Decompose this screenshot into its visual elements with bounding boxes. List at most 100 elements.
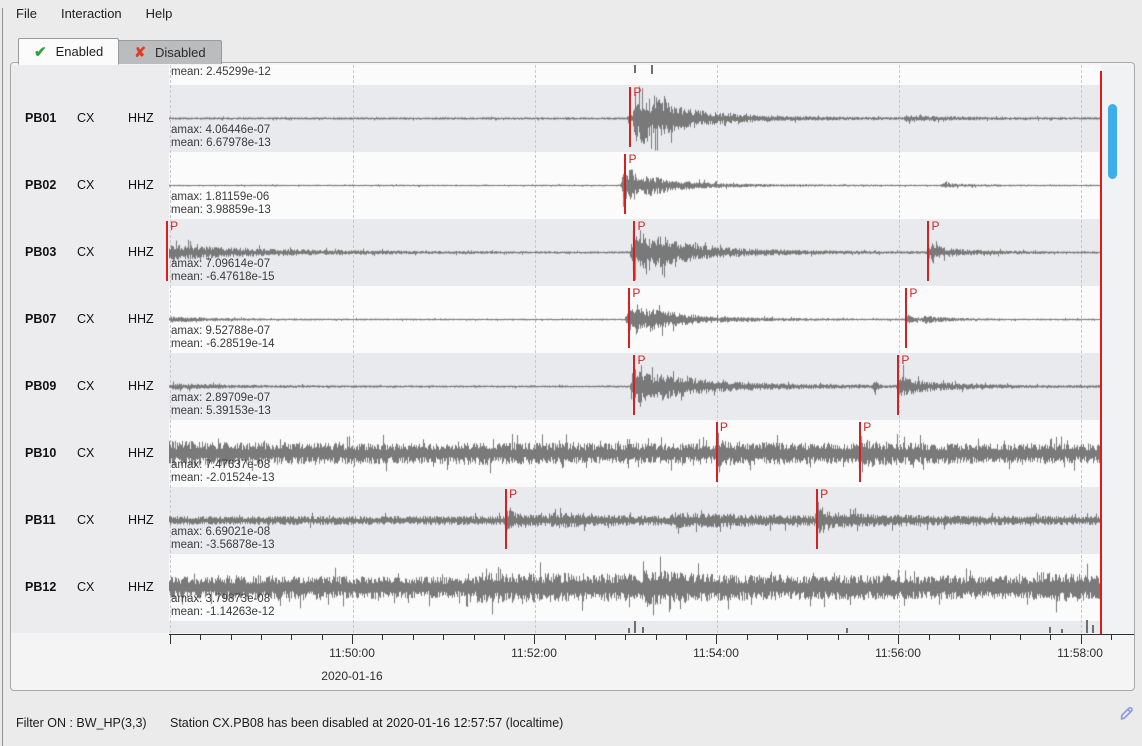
p-marker[interactable]: P: [905, 286, 919, 350]
trace-viewer-panel[interactable]: PB01 CX HHZ amax: 4.06446e-07 mean: 6.67978e…: [10, 62, 1135, 691]
tab-disabled[interactable]: ✘ Disabled: [119, 40, 222, 64]
trace-row[interactable]: PB03 CX HHZ amax: 7.09614e-07 mean: -6.47618…: [11, 219, 1101, 286]
menu-item-interaction[interactable]: Interaction: [60, 5, 122, 21]
station-label: PB07: [25, 312, 57, 326]
time-axis-line: [169, 634, 1134, 635]
p-marker-line: [897, 355, 900, 415]
frame-border: [2, 8, 3, 746]
axis-tick: [170, 635, 171, 644]
p-marker[interactable]: P: [859, 420, 873, 484]
tab-disabled-label: Disabled: [155, 45, 206, 60]
p-marker-line: [505, 489, 508, 549]
amax-label: amax: 7.09614e-07: [171, 258, 271, 270]
trace-row[interactable]: PB10 CX HHZ amax: 7.47637e-08 mean: -2.01524…: [11, 420, 1101, 487]
trace-row[interactable]: PB02 CX HHZ amax: 1.81159e-06 mean: 3.98859e…: [11, 152, 1101, 219]
axis-tick-label: 11:58:00: [1057, 646, 1103, 660]
partial-waveform-fragment: [1061, 629, 1063, 633]
axis-tick: [746, 635, 748, 640]
scrollbar-thumb[interactable]: [1108, 104, 1117, 179]
tab-enabled-label: Enabled: [55, 44, 104, 59]
axis-tick: [989, 635, 991, 640]
axis-tick: [382, 635, 384, 640]
p-marker[interactable]: P: [633, 219, 647, 283]
axis-tick: [898, 635, 900, 644]
p-marker[interactable]: P: [166, 219, 180, 283]
waveform-canvas[interactable]: [169, 554, 1101, 621]
axis-tick: [1050, 635, 1052, 640]
partial-waveform-fragment: [642, 627, 644, 633]
amax-label: amax: 4.06446e-07: [171, 124, 271, 136]
p-marker-line: [816, 489, 819, 549]
p-marker-line: [166, 221, 169, 281]
channel-label: HHZ: [128, 379, 154, 393]
axis-tick: [777, 635, 779, 640]
p-marker[interactable]: P: [629, 85, 643, 149]
p-marker[interactable]: P: [628, 286, 642, 350]
amax-label: amax: 2.89709e-07: [171, 392, 271, 404]
partial-waveform-fragment: [628, 628, 630, 633]
axis-date-label: 2020-01-16: [321, 669, 383, 683]
axis-tick: [473, 635, 475, 640]
trace-row[interactable]: PB07 CX HHZ amax: 9.52788e-07 mean: -6.28519…: [11, 286, 1101, 353]
amax-label: amax: 6.69021e-08: [171, 526, 271, 538]
p-marker-line: [905, 288, 908, 348]
p-marker[interactable]: P: [897, 353, 911, 417]
p-marker[interactable]: P: [927, 219, 941, 283]
mean-label: mean: -6.47618e-15: [171, 271, 275, 283]
axis-tick: [230, 635, 232, 640]
axis-tick-label: 11:56:00: [875, 646, 921, 660]
p-marker-label: P: [637, 353, 646, 367]
amax-label: amax: 1.81159e-06: [171, 191, 270, 203]
p-marker-line: [715, 422, 718, 482]
channel-label: HHZ: [128, 245, 154, 259]
network-label: CX: [77, 245, 95, 259]
axis-tick: [928, 635, 930, 640]
p-marker[interactable]: P: [715, 420, 730, 484]
p-marker-label: P: [820, 487, 829, 501]
waveform-canvas[interactable]: [169, 420, 1101, 487]
trace-row[interactable]: PB09 CX HHZ amax: 2.89709e-07 mean: 5.39153e…: [11, 353, 1101, 420]
axis-tick: [443, 635, 445, 640]
waveform-canvas[interactable]: [169, 487, 1101, 554]
partial-waveform-fragment: [651, 65, 653, 74]
edit-pen-icon[interactable]: [1117, 703, 1137, 726]
axis-tick-label: 11:50:00: [329, 646, 375, 660]
axis-tick: [261, 635, 263, 640]
mean-label: mean: -1.14263e-12: [171, 606, 275, 618]
amax-label: amax: 9.52788e-07: [171, 325, 271, 337]
p-marker[interactable]: P: [624, 152, 638, 216]
trace-row[interactable]: PB01 CX HHZ amax: 4.06446e-07 mean: 6.67978e…: [11, 85, 1101, 152]
trace-row[interactable]: PB11 CX HHZ amax: 6.69021e-08 mean: -3.56878…: [11, 487, 1101, 554]
menu-item-help[interactable]: Help: [145, 5, 173, 21]
axis-tick-label: 11:52:00: [511, 646, 557, 660]
partial-waveform-fragment: [634, 621, 636, 633]
mean-label: mean: -6.28519e-14: [171, 338, 275, 350]
tab-enabled[interactable]: ✔ Enabled: [18, 38, 120, 65]
axis-tick-label: 11:54:00: [693, 646, 739, 660]
p-marker-label: P: [632, 286, 641, 300]
waveform-canvas[interactable]: [169, 286, 1101, 353]
trace-row[interactable]: PB12 CX HHZ amax: 3.79873e-08 mean: -1.14263…: [11, 554, 1101, 621]
station-label: PB10: [25, 446, 57, 460]
axis-tick: [321, 635, 323, 640]
p-marker[interactable]: P: [816, 487, 830, 551]
cross-icon: ✘: [134, 44, 147, 60]
menu-bar: File Interaction Help: [0, 0, 1142, 26]
p-marker-line: [633, 355, 636, 415]
partial-trace-band: [169, 65, 1101, 85]
waveform-canvas[interactable]: [169, 85, 1101, 152]
p-marker-line: [633, 221, 636, 281]
partial-waveform-fragment: [1092, 625, 1094, 633]
waveform-canvas[interactable]: [169, 152, 1101, 219]
p-marker[interactable]: P: [505, 487, 519, 551]
p-marker-label: P: [637, 219, 646, 233]
filter-status-label: Filter ON : BW_HP(3,3): [16, 716, 147, 730]
tab-bar: ✔ Enabled ✘ Disabled: [18, 38, 222, 65]
station-label-column: [11, 65, 169, 633]
amax-label: amax: 3.79873e-08: [171, 593, 271, 605]
menu-item-file[interactable]: File: [16, 5, 37, 21]
p-marker-label: P: [931, 219, 940, 233]
time-cursor[interactable]: [1100, 71, 1102, 634]
p-marker[interactable]: P: [633, 353, 647, 417]
